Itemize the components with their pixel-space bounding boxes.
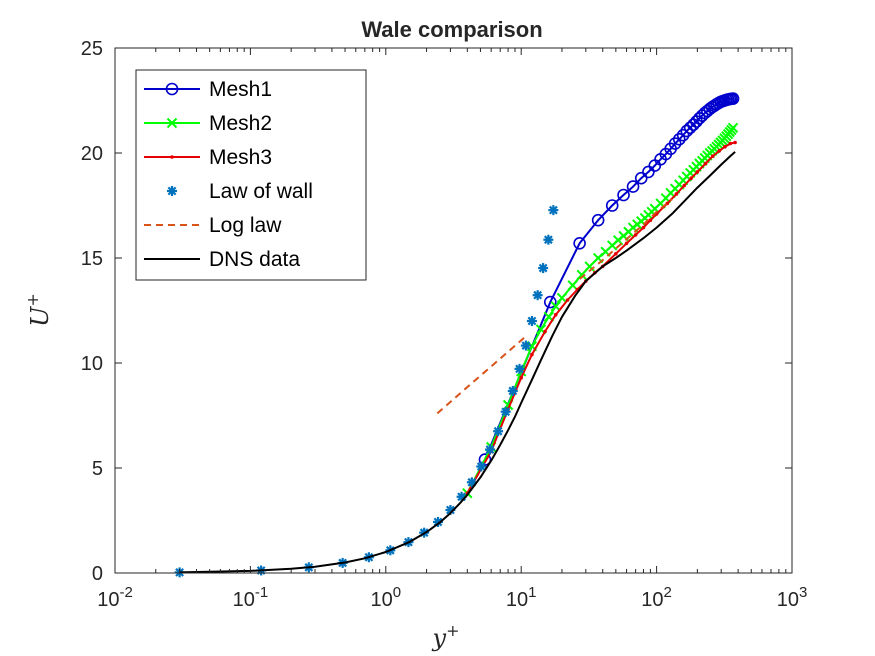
tick-labels: 0 5 10 15 20 25 10-2 10-1 100 101 102 103 (81, 38, 808, 611)
data-point (519, 375, 523, 380)
x-axis-label: y+ (432, 621, 460, 652)
data-point (573, 237, 586, 250)
data-point (710, 154, 715, 158)
data-point (614, 252, 618, 256)
series-line-log-law (436, 337, 525, 415)
data-point (605, 199, 619, 212)
series-log-law (578, 198, 673, 280)
y-tick-label: 0 (92, 563, 103, 585)
legend-entry-log-law: Log law (144, 214, 282, 237)
data-point (680, 124, 694, 138)
legend: Mesh1 Mesh2 Mesh3 Law of wall Log law DNS dat… (135, 69, 367, 281)
data-point (548, 205, 559, 216)
x-tick-label: 102 (641, 584, 672, 611)
y-tick-label: 10 (81, 353, 103, 375)
data-point (668, 137, 682, 150)
legend-entry-mesh1: Mesh1 (144, 78, 272, 101)
legend-marker (170, 155, 174, 159)
data-point (543, 234, 554, 245)
series-line-dns-data (179, 151, 736, 574)
y-tick-label: 5 (92, 458, 103, 480)
legend-entry-mesh2: Mesh2 (144, 112, 272, 135)
axes (114, 47, 793, 574)
data-point (514, 363, 525, 374)
data-point (476, 461, 487, 472)
y-tick-label: 20 (81, 143, 103, 165)
data-point (626, 180, 640, 193)
data-point (674, 192, 679, 196)
x-tick-label: 101 (506, 584, 537, 611)
series-log-law (436, 337, 525, 415)
y-tick-label: 25 (81, 38, 103, 60)
data-point (567, 280, 578, 291)
data-point (726, 92, 740, 105)
data-point (617, 188, 630, 202)
data-point (520, 340, 531, 351)
data-point (695, 170, 700, 174)
data-point (672, 133, 686, 146)
data-point (728, 141, 733, 146)
data-point (683, 121, 697, 135)
data-point (723, 144, 727, 149)
chart-title: Wale comparison (361, 17, 542, 42)
data-point (532, 290, 543, 301)
data-point (733, 140, 737, 145)
data-point (478, 453, 492, 466)
axis-box (114, 47, 793, 574)
data-point (624, 241, 629, 246)
x-tick-label: 100 (371, 584, 402, 611)
data-point (576, 269, 587, 281)
series-mesh1 (478, 92, 740, 466)
legend-entry-law-of-wall: Law of wall (167, 180, 313, 203)
data-point (641, 225, 646, 230)
legend-label: DNS data (209, 248, 300, 271)
data-point (484, 444, 495, 455)
legend-marker (166, 117, 178, 129)
legend-box (135, 69, 367, 281)
data-point (634, 171, 648, 185)
legend-marker (167, 186, 177, 196)
data-point (676, 128, 690, 142)
legend-label: Log law (209, 214, 282, 237)
data-point (550, 301, 561, 312)
data-point (507, 385, 518, 396)
series-marks (174, 92, 740, 578)
data-point (727, 122, 739, 134)
y-axis-label: U+ (23, 293, 54, 327)
series-dns-data (179, 151, 736, 574)
data-point (556, 292, 568, 304)
data-point (591, 213, 605, 227)
legend-label: Mesh2 (209, 112, 272, 135)
legend-entry-mesh3: Mesh3 (144, 146, 272, 169)
data-point (526, 316, 537, 326)
data-point (717, 149, 722, 153)
data-point (530, 352, 534, 357)
data-point (703, 161, 708, 166)
data-point (642, 165, 655, 179)
data-point (689, 176, 693, 180)
x-tick-label: 103 (777, 584, 808, 611)
x-tick-label: 10-2 (97, 584, 133, 611)
data-point (648, 218, 653, 222)
data-point (538, 263, 549, 274)
data-point (493, 426, 504, 437)
legend-label: Mesh1 (209, 78, 272, 101)
legend-marker (165, 82, 179, 96)
data-point (500, 406, 511, 417)
legend-entry-dns-data: DNS data (144, 248, 300, 271)
y-tick-label: 15 (81, 248, 103, 270)
data-point (543, 295, 557, 309)
data-point (682, 183, 687, 188)
series-line-log-law (578, 198, 673, 280)
data-point (543, 329, 547, 334)
data-point (553, 312, 558, 317)
data-point (633, 233, 638, 237)
legend-label: Mesh3 (209, 146, 272, 169)
legend-label: Law of wall (209, 180, 313, 203)
x-tick-label: 10-1 (233, 584, 269, 611)
data-point (565, 298, 570, 302)
